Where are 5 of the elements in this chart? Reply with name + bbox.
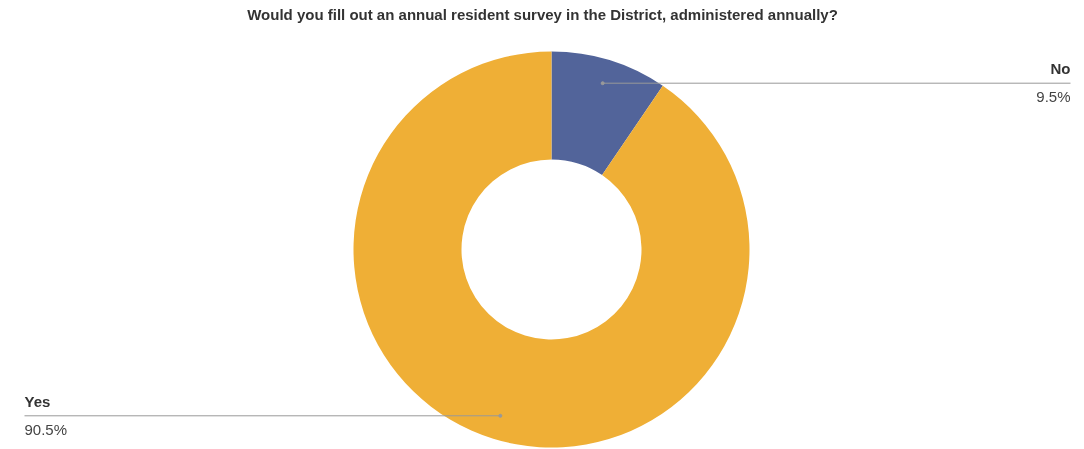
data-label: 9.5% <box>1036 88 1071 106</box>
slice-label: Yes <box>24 392 51 410</box>
data-label: 90.5% <box>24 420 68 438</box>
slice-label: No <box>1050 60 1071 78</box>
chart-title: Would you fill out an annual resident survey in the District, administered annually? <box>247 5 838 23</box>
